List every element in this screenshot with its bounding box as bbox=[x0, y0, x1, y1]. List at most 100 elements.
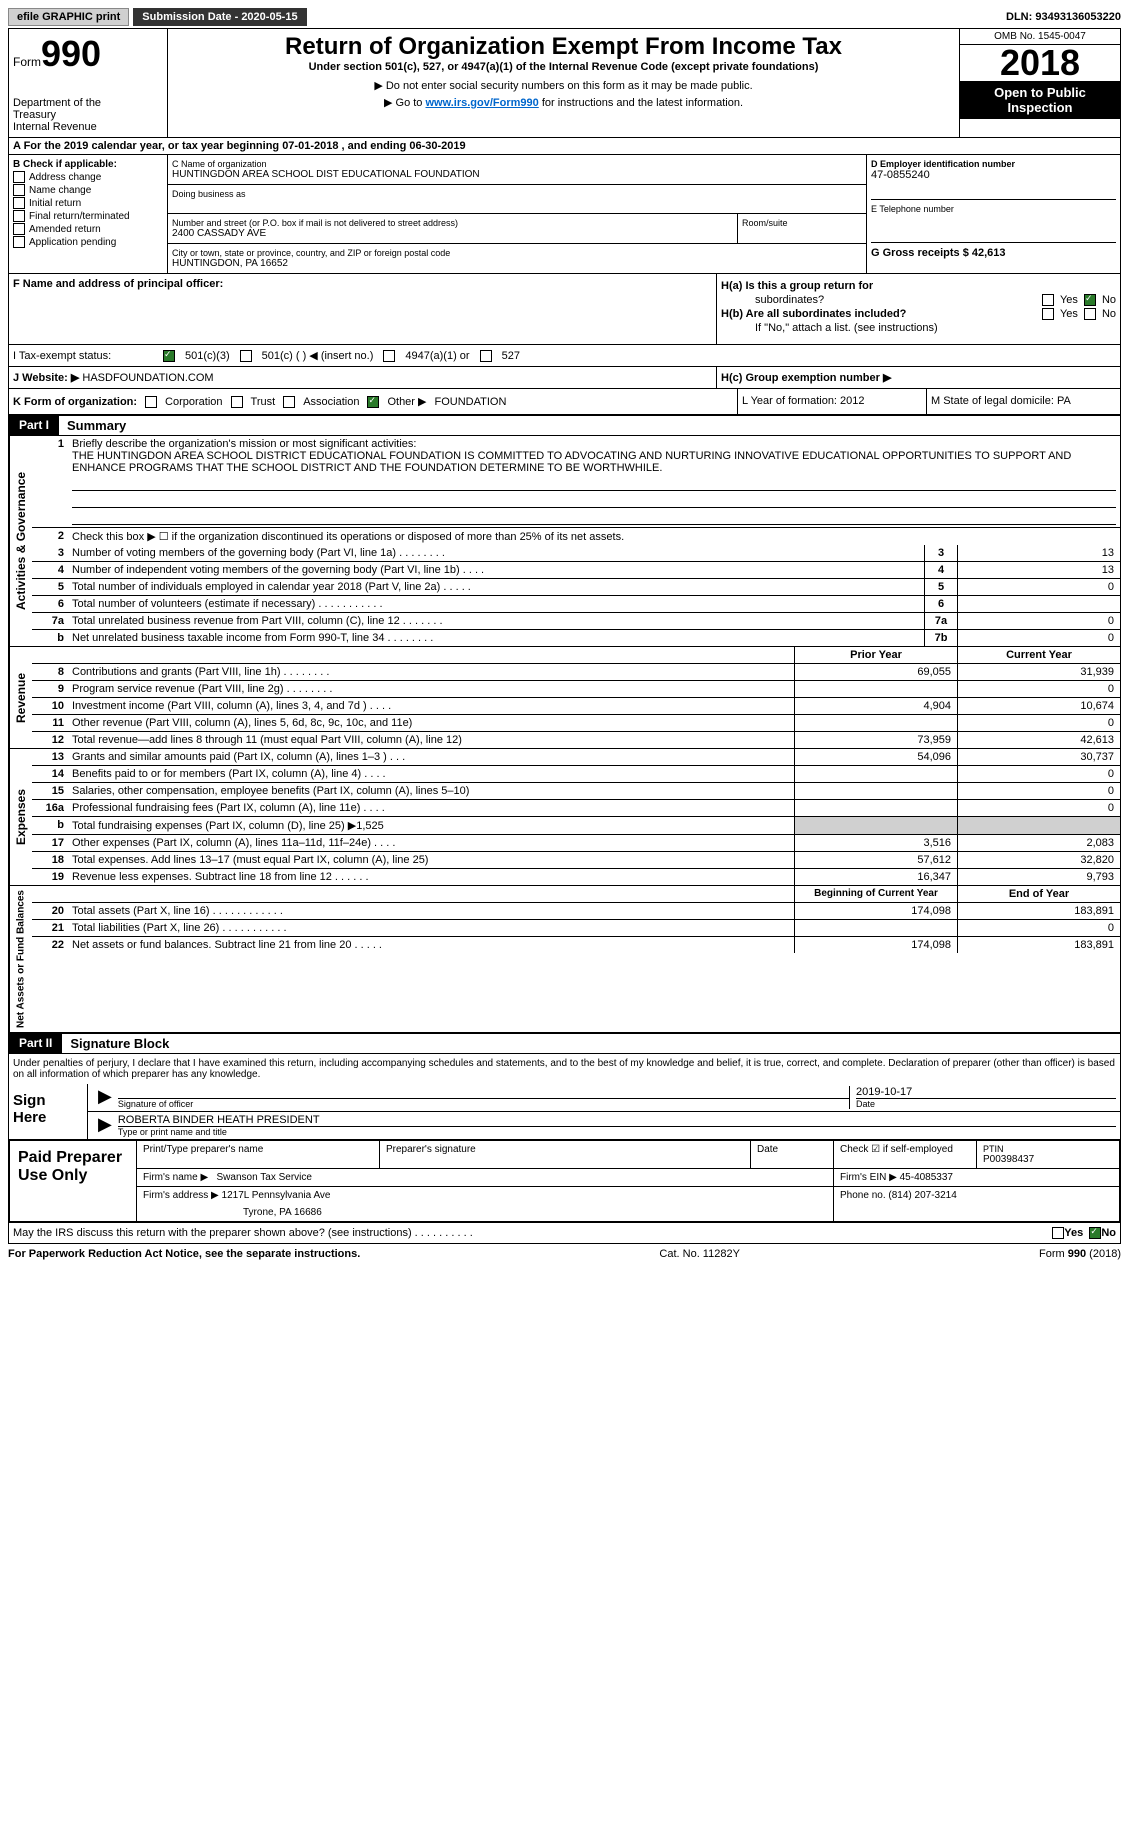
cb-501c3[interactable] bbox=[163, 350, 175, 362]
cb-name-change[interactable] bbox=[13, 184, 25, 196]
summary-line: 3 Number of voting members of the govern… bbox=[32, 545, 1120, 561]
form-header: Form990 Department of the Treasury Inter… bbox=[8, 28, 1121, 138]
part1-title: Summary bbox=[59, 416, 134, 435]
cb-trust[interactable] bbox=[231, 396, 243, 408]
col-beginning-year: Beginning of Current Year bbox=[794, 886, 957, 902]
summary-line: 6 Total number of volunteers (estimate i… bbox=[32, 595, 1120, 612]
sign-here-label: Sign Here bbox=[9, 1084, 87, 1139]
summary-line: 9 Program service revenue (Part VIII, li… bbox=[32, 680, 1120, 697]
sig-officer-label: Signature of officer bbox=[118, 1098, 849, 1109]
cb-4947[interactable] bbox=[383, 350, 395, 362]
summary-line: 4 Number of independent voting members o… bbox=[32, 561, 1120, 578]
cb-501c[interactable] bbox=[240, 350, 252, 362]
box-b-checkboxes: B Check if applicable: Address change Na… bbox=[9, 155, 168, 273]
tax-year: 2018 bbox=[960, 45, 1120, 81]
cb-ha-no[interactable] bbox=[1084, 294, 1096, 306]
phone-label: E Telephone number bbox=[871, 204, 1116, 214]
form-number: Form990 bbox=[13, 33, 163, 75]
part2-header: Part II bbox=[9, 1034, 62, 1053]
h-c-label: H(c) Group exemption number ▶ bbox=[721, 372, 891, 384]
year-formation: L Year of formation: 2012 bbox=[738, 389, 927, 414]
col-current-year: Current Year bbox=[957, 647, 1120, 663]
arrow-icon: ▶ bbox=[92, 1086, 118, 1109]
note-ssn: ▶ Do not enter social security numbers o… bbox=[172, 79, 955, 92]
submission-date-button[interactable]: Submission Date - 2020-05-15 bbox=[133, 8, 306, 26]
h-a-label: H(a) Is this a group return for bbox=[721, 280, 873, 292]
top-bar: efile GRAPHIC print Submission Date - 20… bbox=[8, 8, 1121, 26]
summary-line: 5 Total number of individuals employed i… bbox=[32, 578, 1120, 595]
part1-header: Part I bbox=[9, 416, 59, 435]
self-employed-check[interactable]: Check ☑ if self-employed bbox=[840, 1144, 953, 1155]
room-label: Room/suite bbox=[742, 218, 862, 228]
tab-net-assets: Net Assets or Fund Balances bbox=[9, 886, 32, 1032]
identity-block: B Check if applicable: Address change Na… bbox=[8, 155, 1121, 274]
part2-title: Signature Block bbox=[62, 1034, 177, 1053]
summary-line: 16a Professional fundraising fees (Part … bbox=[32, 799, 1120, 816]
cb-corp[interactable] bbox=[145, 396, 157, 408]
summary-line: 11 Other revenue (Part VIII, column (A),… bbox=[32, 714, 1120, 731]
summary-line: b Total fundraising expenses (Part IX, c… bbox=[32, 816, 1120, 834]
dept-treasury: Department of the Treasury Internal Reve… bbox=[13, 97, 163, 133]
irs-link[interactable]: www.irs.gov/Form990 bbox=[425, 97, 538, 109]
signature-block: Under penalties of perjury, I declare th… bbox=[8, 1054, 1121, 1140]
summary-line: 21 Total liabilities (Part X, line 26) .… bbox=[32, 919, 1120, 936]
cb-other[interactable] bbox=[367, 396, 379, 408]
cb-address-change[interactable] bbox=[13, 171, 25, 183]
summary-line: 7a Total unrelated business revenue from… bbox=[32, 612, 1120, 629]
form-subtitle: Under section 501(c), 527, or 4947(a)(1)… bbox=[172, 61, 955, 73]
firm-address2: Tyrone, PA 16686 bbox=[243, 1207, 827, 1218]
cb-amended-return[interactable] bbox=[13, 223, 25, 235]
cb-initial-return[interactable] bbox=[13, 197, 25, 209]
summary-line: 13 Grants and similar amounts paid (Part… bbox=[32, 749, 1120, 765]
cb-527[interactable] bbox=[480, 350, 492, 362]
h-b-note: If "No," attach a list. (see instruction… bbox=[755, 322, 1116, 334]
cb-hb-no[interactable] bbox=[1084, 308, 1096, 320]
cb-ha-yes[interactable] bbox=[1042, 294, 1054, 306]
col-prior-year: Prior Year bbox=[794, 647, 957, 663]
sig-date-value: 2019-10-17 bbox=[856, 1086, 1116, 1098]
cb-hb-yes[interactable] bbox=[1042, 308, 1054, 320]
street-value: 2400 CASSADY AVE bbox=[172, 228, 733, 239]
cb-irs-yes[interactable] bbox=[1052, 1227, 1064, 1239]
prep-date-header: Date bbox=[751, 1141, 834, 1169]
cat-number: Cat. No. 11282Y bbox=[659, 1248, 740, 1260]
form-org-row: K Form of organization: Corporation Trus… bbox=[8, 389, 1121, 415]
ptin-label: PTIN bbox=[983, 1144, 1113, 1154]
summary-line: 14 Benefits paid to or for members (Part… bbox=[32, 765, 1120, 782]
street-label: Number and street (or P.O. box if mail i… bbox=[172, 218, 733, 228]
tab-activities-governance: Activities & Governance bbox=[9, 436, 32, 646]
gross-receipts: G Gross receipts $ 42,613 bbox=[871, 247, 1116, 259]
firm-name: Swanson Tax Service bbox=[217, 1172, 312, 1183]
efile-button[interactable]: efile GRAPHIC print bbox=[8, 8, 129, 26]
sig-date-label: Date bbox=[856, 1098, 1116, 1109]
ein-value: 47-0855240 bbox=[871, 169, 1116, 181]
dln-label: DLN: 93493136053220 bbox=[1006, 11, 1121, 23]
state-domicile: M State of legal domicile: PA bbox=[927, 389, 1120, 414]
website-row: J Website: ▶ HASDFOUNDATION.COM H(c) Gro… bbox=[8, 367, 1121, 389]
paid-preparer-block: Paid Preparer Use Only Print/Type prepar… bbox=[8, 1140, 1121, 1223]
summary-line: 8 Contributions and grants (Part VIII, l… bbox=[32, 663, 1120, 680]
note-goto: ▶ Go to www.irs.gov/Form990 for instruct… bbox=[172, 96, 955, 109]
firm-ein: 45-4085337 bbox=[900, 1172, 953, 1183]
open-public-badge: Open to PublicInspection bbox=[960, 81, 1120, 119]
page-footer: For Paperwork Reduction Act Notice, see … bbox=[8, 1244, 1121, 1264]
summary-line: 17 Other expenses (Part IX, column (A), … bbox=[32, 834, 1120, 851]
dba-label: Doing business as bbox=[172, 189, 862, 199]
summary-line: 22 Net assets or fund balances. Subtract… bbox=[32, 936, 1120, 953]
cb-final-return[interactable] bbox=[13, 210, 25, 222]
form-number-footer: Form 990 (2018) bbox=[1039, 1248, 1121, 1260]
h-b-label: H(b) Are all subordinates included? bbox=[721, 308, 906, 320]
cb-application-pending[interactable] bbox=[13, 236, 25, 248]
prep-name-header: Print/Type preparer's name bbox=[137, 1141, 380, 1169]
cb-irs-no[interactable] bbox=[1089, 1227, 1101, 1239]
officer-name-label: Type or print name and title bbox=[118, 1126, 1116, 1137]
paperwork-notice: For Paperwork Reduction Act Notice, see … bbox=[8, 1248, 360, 1260]
paid-preparer-label: Paid Preparer Use Only bbox=[9, 1140, 136, 1222]
summary-line: 18 Total expenses. Add lines 13–17 (must… bbox=[32, 851, 1120, 868]
org-name-value: HUNTINGDON AREA SCHOOL DIST EDUCATIONAL … bbox=[172, 169, 862, 180]
summary-line: 12 Total revenue—add lines 8 through 11 … bbox=[32, 731, 1120, 748]
box-f-label: F Name and address of principal officer: bbox=[13, 278, 712, 290]
cb-assoc[interactable] bbox=[283, 396, 295, 408]
tax-exempt-row: I Tax-exempt status: 501(c)(3) 501(c) ( … bbox=[8, 345, 1121, 367]
ein-label: D Employer identification number bbox=[871, 159, 1116, 169]
